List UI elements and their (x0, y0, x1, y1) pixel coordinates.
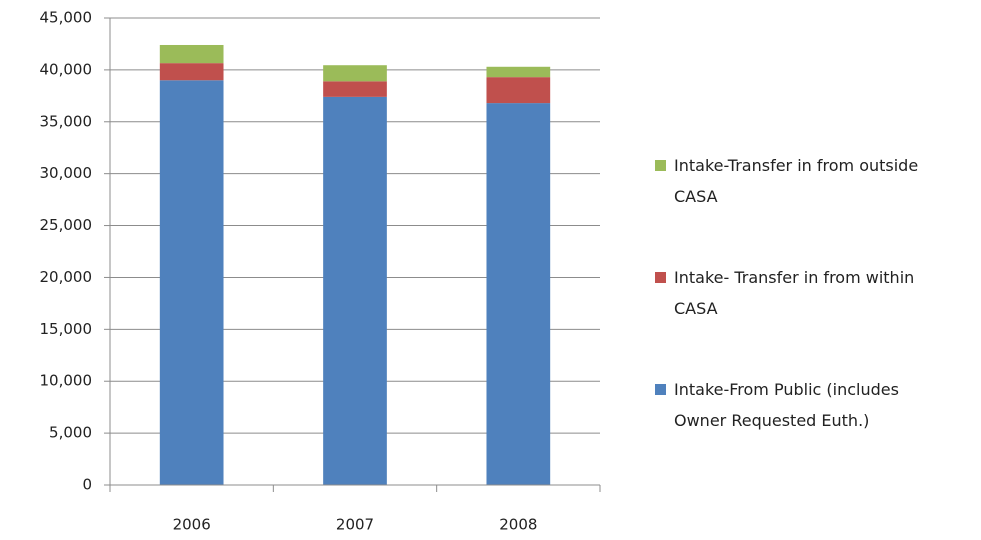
legend-label: Intake-From Public (includes Owner Reque… (674, 380, 899, 430)
bar-segment (159, 80, 224, 486)
legend-item: Intake-Transfer in from outside CASA (655, 150, 975, 262)
y-tick-label: 40,000 (40, 60, 93, 78)
legend-item: Intake-From Public (includes Owner Reque… (655, 374, 975, 486)
bar-segment (486, 103, 551, 485)
bar-segment (159, 63, 224, 81)
legend-label: Intake- Transfer in from within CASA (674, 268, 915, 318)
x-tick-label: 2007 (336, 516, 374, 534)
bar-segment (323, 96, 387, 486)
y-tick-label: 25,000 (40, 216, 93, 234)
y-tick-label: 5,000 (49, 424, 92, 442)
y-tick-label: 0 (82, 476, 92, 494)
legend-swatch (655, 272, 666, 283)
y-tick-label: 10,000 (40, 372, 93, 390)
bar-segment (323, 65, 387, 82)
legend-swatch (655, 160, 666, 171)
x-tick-label: 2008 (499, 516, 537, 534)
y-tick-label: 20,000 (40, 268, 93, 286)
bar-segment (323, 81, 387, 97)
y-tick-label: 15,000 (40, 320, 93, 338)
bar-segment (159, 44, 224, 64)
legend-label: Intake-Transfer in from outside CASA (674, 156, 919, 206)
y-tick-label: 30,000 (40, 164, 93, 182)
legend-item: Intake- Transfer in from within CASA (655, 262, 975, 374)
legend: Intake-Transfer in from outside CASA Inta… (655, 150, 975, 486)
y-tick-label: 35,000 (40, 112, 93, 130)
x-tick-label: 2006 (173, 516, 211, 534)
y-tick-label: 45,000 (40, 9, 93, 27)
legend-swatch (655, 384, 666, 395)
bar-segment (486, 66, 551, 78)
bar-segment (486, 77, 551, 104)
